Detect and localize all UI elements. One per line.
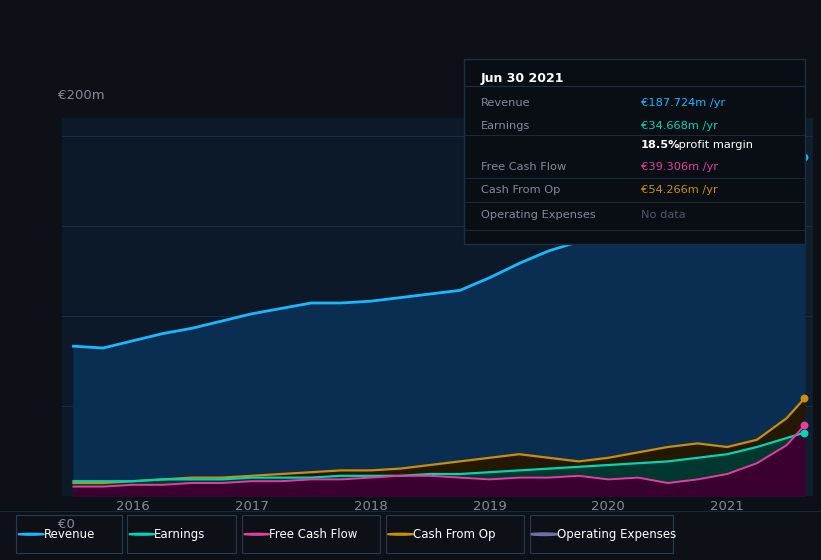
FancyBboxPatch shape [464, 59, 805, 244]
Text: Revenue: Revenue [481, 98, 530, 108]
Text: €200m: €200m [57, 90, 104, 102]
Circle shape [18, 533, 44, 535]
Text: Cash From Op: Cash From Op [413, 528, 495, 541]
Circle shape [129, 533, 155, 535]
Point [798, 421, 811, 430]
Text: €34.668m /yr: €34.668m /yr [641, 122, 718, 131]
Text: Cash From Op: Cash From Op [481, 185, 560, 195]
Circle shape [388, 533, 414, 535]
Text: Earnings: Earnings [481, 122, 530, 131]
Text: Free Cash Flow: Free Cash Flow [481, 162, 566, 172]
Circle shape [244, 533, 270, 535]
Text: No data: No data [641, 210, 686, 220]
Text: €54.266m /yr: €54.266m /yr [641, 185, 718, 195]
Point [798, 394, 811, 403]
Text: €187.724m /yr: €187.724m /yr [641, 98, 725, 108]
Text: €0: €0 [57, 519, 75, 531]
Text: Earnings: Earnings [154, 528, 206, 541]
Point [798, 428, 811, 437]
Text: €39.306m /yr: €39.306m /yr [641, 162, 718, 172]
Bar [667, 118, 813, 496]
Text: Jun 30 2021: Jun 30 2021 [481, 72, 564, 85]
Text: 18.5%: 18.5% [641, 140, 681, 150]
Text: Operating Expenses: Operating Expenses [557, 528, 676, 541]
Point [798, 153, 811, 162]
Text: Revenue: Revenue [44, 528, 95, 541]
Text: Operating Expenses: Operating Expenses [481, 210, 596, 220]
Text: Free Cash Flow: Free Cash Flow [269, 528, 358, 541]
Text: profit margin: profit margin [675, 140, 753, 150]
